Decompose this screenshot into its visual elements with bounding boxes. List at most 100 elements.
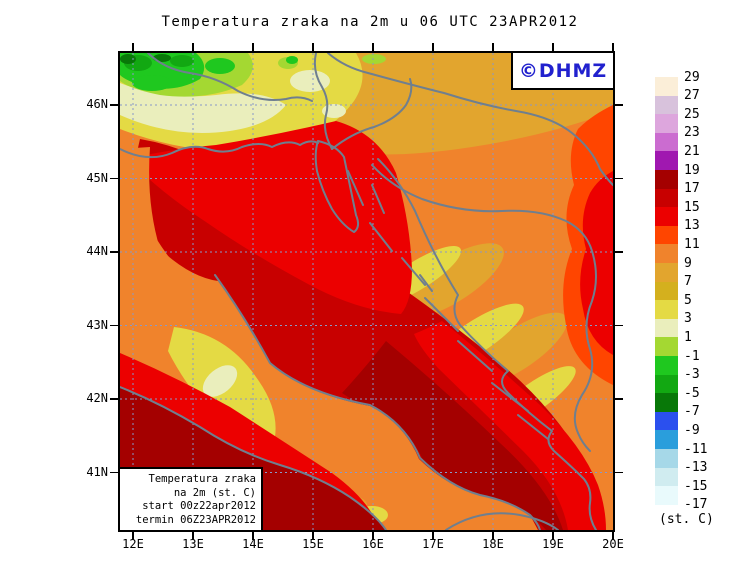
chart-title: Temperatura zraka na 2m u 06 UTC 23APR20… bbox=[161, 14, 579, 30]
colorbar-swatch bbox=[655, 114, 678, 134]
x-axis-tick-label: 16E bbox=[362, 537, 384, 551]
right-tick bbox=[615, 471, 623, 473]
dhmz-watermark-box: ©DHMZ bbox=[511, 51, 615, 90]
bottom-tick bbox=[552, 532, 554, 540]
colorbar-tick-label: 1 bbox=[684, 329, 692, 345]
top-tick bbox=[492, 43, 494, 51]
top-tick bbox=[372, 43, 374, 51]
border-alps bbox=[147, 53, 313, 102]
colorbar-swatch bbox=[655, 244, 678, 264]
colorbar-tick-label: -1 bbox=[684, 348, 700, 364]
y-axis-tick-label: 46N bbox=[86, 97, 108, 111]
colorbar-swatch bbox=[655, 151, 678, 171]
colorbar-tick-label: 13 bbox=[684, 218, 700, 234]
colorbar-tick-label: 3 bbox=[684, 311, 692, 327]
x-axis-tick-label: 12E bbox=[122, 537, 144, 551]
run-info-box: Temperatura zraka na 2m (st. C) start 00z2… bbox=[118, 467, 263, 532]
coast-islands bbox=[347, 170, 549, 440]
fill-green-b4 bbox=[286, 56, 298, 64]
fill-green-b2 bbox=[205, 58, 235, 74]
x-axis-tick-label: 14E bbox=[242, 537, 264, 551]
border-hungary bbox=[327, 53, 613, 186]
colorbar-tick-label: -7 bbox=[684, 404, 700, 420]
top-tick bbox=[252, 43, 254, 51]
bottom-tick bbox=[492, 532, 494, 540]
colorbar-swatch bbox=[655, 411, 678, 431]
border-bosnia bbox=[371, 164, 597, 452]
colorbar-swatch bbox=[655, 170, 678, 190]
border-slovenia-west bbox=[313, 53, 333, 150]
x-axis-tick-label: 15E bbox=[302, 537, 324, 551]
country-borders bbox=[120, 53, 613, 530]
top-tick bbox=[552, 43, 554, 51]
fill-green-med2 bbox=[170, 55, 194, 67]
map-plot-area: ©DHMZ Temperatura zraka na 2m (st. C) star… bbox=[118, 51, 615, 532]
colorbar-swatch bbox=[655, 374, 678, 394]
colorbar-tick-label: 29 bbox=[684, 69, 700, 85]
coast-italy-west bbox=[120, 386, 387, 530]
bottom-tick bbox=[612, 532, 614, 540]
colorbar-swatch bbox=[655, 430, 678, 450]
left-tick bbox=[110, 104, 118, 106]
colorbar-tick-label: -11 bbox=[684, 441, 708, 457]
fill-nadriatic-13-15 bbox=[128, 121, 412, 314]
colorbar-swatch bbox=[655, 132, 678, 152]
dhmz-logo-text: ©DHMZ bbox=[518, 59, 608, 82]
y-axis-tick-label: 44N bbox=[86, 244, 108, 258]
fill-sea-dark-se bbox=[342, 341, 563, 530]
graticule-grid bbox=[120, 53, 613, 530]
colorbar-tick-label: 19 bbox=[684, 162, 700, 178]
run-info-line: termin 06Z23APR2012 bbox=[135, 513, 256, 526]
left-tick bbox=[110, 324, 118, 326]
left-tick bbox=[110, 177, 118, 179]
colorbar-tick-label: -9 bbox=[684, 422, 700, 438]
colorbar-tick-label: 25 bbox=[684, 106, 700, 122]
colorbar-swatch bbox=[655, 225, 678, 245]
colorbar-swatch bbox=[655, 188, 678, 208]
colorbar-swatch bbox=[655, 467, 678, 487]
coast-venice bbox=[120, 140, 319, 159]
bottom-tick bbox=[432, 532, 434, 540]
temperature-field-svg bbox=[120, 53, 613, 530]
colorbar-swatch bbox=[655, 77, 678, 97]
top-tick bbox=[612, 43, 614, 51]
left-tick bbox=[110, 471, 118, 473]
bottom-tick bbox=[132, 532, 134, 540]
y-axis-tick-label: 41N bbox=[86, 464, 108, 479]
y-axis-tick-label: 42N bbox=[86, 391, 108, 405]
bottom-tick bbox=[312, 532, 314, 540]
bottom-tick bbox=[252, 532, 254, 540]
x-axis-tick-label: 13E bbox=[182, 537, 204, 551]
colorbar-swatch bbox=[655, 95, 678, 115]
colorbar-swatch bbox=[655, 300, 678, 320]
colorbar-tick-label: 27 bbox=[684, 88, 700, 104]
coast-gargano bbox=[445, 512, 559, 530]
run-info-line: na 2m (st. C) bbox=[173, 486, 256, 499]
colorbar-swatch bbox=[655, 393, 678, 413]
colorbar-swatch bbox=[655, 337, 678, 357]
left-tick bbox=[110, 251, 118, 253]
top-tick bbox=[132, 43, 134, 51]
run-info-line: Temperatura zraka bbox=[148, 473, 256, 485]
colorbar-tick-label: -15 bbox=[684, 478, 708, 494]
fill-green-b3 bbox=[132, 75, 172, 91]
right-tick bbox=[615, 177, 623, 179]
x-axis-tick-label: 18E bbox=[482, 537, 504, 551]
colorbar-tick-label: 7 bbox=[684, 274, 692, 290]
fill-pale-slov1 bbox=[290, 70, 330, 92]
colorbar-tick-label: -3 bbox=[684, 367, 700, 383]
x-axis-tick-label: 20E bbox=[602, 537, 624, 551]
right-tick bbox=[615, 251, 623, 253]
colorbar-swatch bbox=[655, 207, 678, 227]
colorbar-swatch bbox=[655, 263, 678, 283]
top-tick bbox=[432, 43, 434, 51]
colorbar-tick-label: 17 bbox=[684, 181, 700, 197]
x-axis-tick-label: 17E bbox=[422, 537, 444, 551]
colorbar-tick-label: -13 bbox=[684, 460, 708, 476]
left-tick bbox=[110, 398, 118, 400]
y-axis-tick-label: 45N bbox=[86, 170, 108, 185]
colorbar-swatch bbox=[655, 318, 678, 338]
colorbar-unit-label: (st. C) bbox=[659, 512, 714, 527]
colorbar-tick-label: 23 bbox=[684, 125, 700, 141]
